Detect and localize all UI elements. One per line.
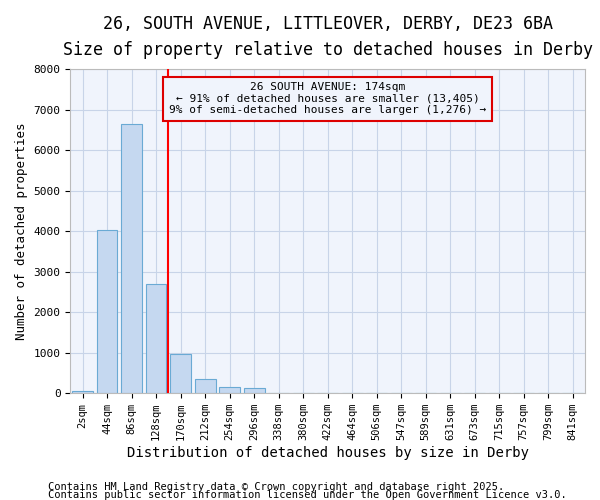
- Bar: [194, 379, 215, 393]
- X-axis label: Distribution of detached houses by size in Derby: Distribution of detached houses by size …: [127, 446, 529, 460]
- Bar: [219, 387, 240, 393]
- Text: 26 SOUTH AVENUE: 174sqm
← 91% of detached houses are smaller (13,405)
9% of semi: 26 SOUTH AVENUE: 174sqm ← 91% of detache…: [169, 82, 486, 116]
- Bar: [97, 230, 118, 393]
- Bar: [170, 354, 191, 393]
- Text: Contains HM Land Registry data © Crown copyright and database right 2025.: Contains HM Land Registry data © Crown c…: [48, 482, 504, 492]
- Bar: [146, 284, 166, 393]
- Y-axis label: Number of detached properties: Number of detached properties: [15, 122, 28, 340]
- Title: 26, SOUTH AVENUE, LITTLEOVER, DERBY, DE23 6BA
Size of property relative to detac: 26, SOUTH AVENUE, LITTLEOVER, DERBY, DE2…: [62, 15, 593, 60]
- Text: Contains public sector information licensed under the Open Government Licence v3: Contains public sector information licen…: [48, 490, 567, 500]
- Bar: [121, 124, 142, 393]
- Bar: [72, 391, 93, 393]
- Bar: [244, 388, 265, 393]
